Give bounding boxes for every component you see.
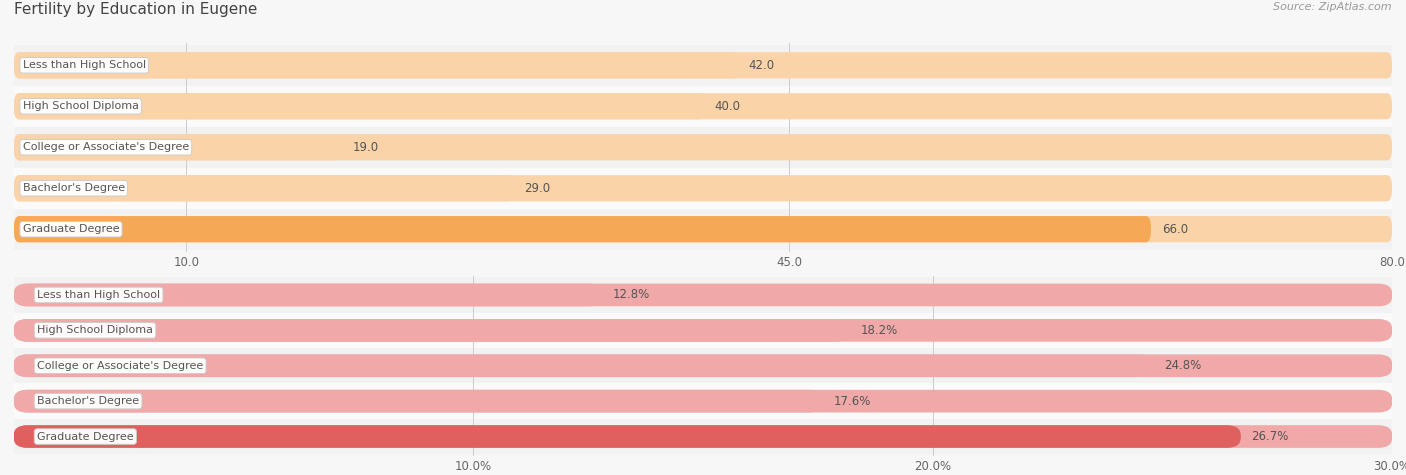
- Text: High School Diploma: High School Diploma: [37, 325, 153, 335]
- FancyBboxPatch shape: [14, 93, 703, 119]
- Text: 12.8%: 12.8%: [613, 288, 650, 302]
- Text: Less than High School: Less than High School: [22, 60, 146, 70]
- FancyBboxPatch shape: [14, 425, 1392, 448]
- FancyBboxPatch shape: [14, 52, 738, 78]
- FancyBboxPatch shape: [14, 134, 1392, 161]
- FancyBboxPatch shape: [14, 390, 1392, 412]
- Text: Bachelor's Degree: Bachelor's Degree: [22, 183, 125, 193]
- Bar: [14, 86, 1392, 127]
- Text: College or Associate's Degree: College or Associate's Degree: [22, 142, 188, 152]
- FancyBboxPatch shape: [14, 216, 1392, 242]
- FancyBboxPatch shape: [14, 284, 1392, 306]
- Bar: [14, 168, 1392, 209]
- Bar: [14, 127, 1392, 168]
- FancyBboxPatch shape: [14, 216, 1152, 242]
- Bar: [14, 209, 1392, 250]
- Bar: [14, 313, 1392, 348]
- FancyBboxPatch shape: [14, 134, 342, 161]
- Text: 26.7%: 26.7%: [1251, 430, 1289, 443]
- Text: Source: ZipAtlas.com: Source: ZipAtlas.com: [1274, 2, 1392, 12]
- Text: Less than High School: Less than High School: [37, 290, 160, 300]
- Text: 42.0: 42.0: [748, 59, 775, 72]
- Bar: [14, 277, 1392, 313]
- FancyBboxPatch shape: [14, 175, 1392, 201]
- Bar: [14, 45, 1392, 86]
- FancyBboxPatch shape: [14, 319, 851, 342]
- Text: 17.6%: 17.6%: [834, 395, 870, 408]
- FancyBboxPatch shape: [14, 175, 513, 201]
- FancyBboxPatch shape: [14, 354, 1392, 377]
- FancyBboxPatch shape: [14, 354, 1153, 377]
- FancyBboxPatch shape: [14, 425, 1241, 448]
- FancyBboxPatch shape: [14, 390, 823, 412]
- Text: Fertility by Education in Eugene: Fertility by Education in Eugene: [14, 2, 257, 18]
- FancyBboxPatch shape: [14, 52, 1392, 78]
- Bar: [14, 348, 1392, 383]
- FancyBboxPatch shape: [14, 93, 1392, 119]
- Text: Bachelor's Degree: Bachelor's Degree: [37, 396, 139, 406]
- Text: 29.0: 29.0: [524, 182, 551, 195]
- Text: 19.0: 19.0: [353, 141, 378, 154]
- Text: Graduate Degree: Graduate Degree: [22, 224, 120, 234]
- Text: 24.8%: 24.8%: [1164, 359, 1201, 372]
- Text: 66.0: 66.0: [1161, 223, 1188, 236]
- FancyBboxPatch shape: [14, 284, 602, 306]
- Bar: [14, 419, 1392, 454]
- FancyBboxPatch shape: [14, 319, 1392, 342]
- Text: High School Diploma: High School Diploma: [22, 101, 139, 111]
- Text: 40.0: 40.0: [714, 100, 740, 113]
- Bar: [14, 383, 1392, 419]
- Text: 18.2%: 18.2%: [860, 324, 898, 337]
- Text: College or Associate's Degree: College or Associate's Degree: [37, 361, 204, 371]
- Text: Graduate Degree: Graduate Degree: [37, 431, 134, 442]
